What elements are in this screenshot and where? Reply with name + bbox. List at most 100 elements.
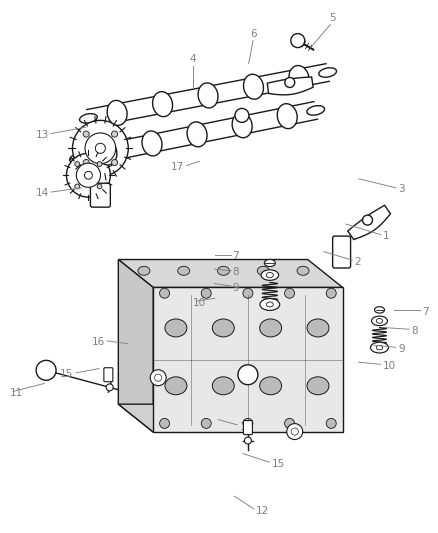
Text: 17: 17 (171, 161, 184, 172)
Ellipse shape (165, 377, 187, 395)
Circle shape (150, 370, 166, 386)
Text: 8: 8 (232, 267, 239, 277)
Circle shape (285, 77, 295, 87)
Ellipse shape (107, 100, 127, 125)
Ellipse shape (142, 131, 162, 156)
Polygon shape (348, 205, 390, 239)
Ellipse shape (83, 159, 89, 166)
Polygon shape (267, 77, 313, 95)
Ellipse shape (232, 113, 252, 138)
Ellipse shape (138, 266, 150, 275)
Ellipse shape (266, 302, 273, 307)
Ellipse shape (97, 161, 102, 166)
Ellipse shape (83, 131, 89, 137)
Ellipse shape (97, 184, 102, 189)
Ellipse shape (218, 266, 230, 275)
Text: 14: 14 (35, 188, 49, 198)
FancyBboxPatch shape (332, 236, 350, 268)
Circle shape (95, 143, 106, 154)
Ellipse shape (260, 319, 282, 337)
Ellipse shape (307, 319, 329, 337)
Text: 7: 7 (232, 251, 239, 261)
FancyBboxPatch shape (90, 183, 110, 207)
Circle shape (72, 120, 128, 176)
Ellipse shape (376, 345, 383, 350)
Ellipse shape (75, 184, 80, 189)
Circle shape (326, 418, 336, 429)
Text: 8: 8 (411, 326, 418, 336)
Text: 15: 15 (60, 369, 73, 379)
Circle shape (85, 133, 116, 164)
Ellipse shape (376, 318, 383, 323)
Ellipse shape (212, 319, 234, 337)
Text: 16: 16 (92, 337, 105, 347)
FancyBboxPatch shape (244, 421, 252, 434)
Circle shape (285, 418, 295, 429)
Circle shape (238, 365, 258, 385)
Ellipse shape (266, 272, 273, 278)
Polygon shape (118, 404, 343, 432)
Ellipse shape (371, 342, 389, 353)
Ellipse shape (261, 270, 279, 280)
Circle shape (67, 154, 110, 197)
Ellipse shape (307, 377, 329, 395)
Circle shape (326, 288, 336, 298)
Circle shape (235, 108, 249, 123)
Text: 9: 9 (398, 344, 405, 354)
Text: 1: 1 (383, 231, 389, 241)
Ellipse shape (80, 114, 97, 123)
Ellipse shape (187, 122, 207, 147)
Ellipse shape (257, 266, 269, 275)
Text: 7: 7 (422, 306, 429, 317)
Text: 9: 9 (232, 283, 239, 293)
Ellipse shape (212, 377, 234, 395)
Ellipse shape (289, 66, 309, 91)
Ellipse shape (265, 260, 276, 266)
Ellipse shape (277, 104, 297, 128)
Ellipse shape (178, 266, 190, 275)
Circle shape (201, 418, 211, 429)
Ellipse shape (70, 154, 87, 163)
Text: 4: 4 (190, 54, 196, 64)
Text: 12: 12 (256, 506, 269, 516)
Ellipse shape (374, 306, 385, 313)
Ellipse shape (371, 316, 388, 326)
Ellipse shape (198, 83, 218, 108)
Text: 2: 2 (354, 257, 361, 267)
Ellipse shape (152, 92, 173, 117)
FancyBboxPatch shape (104, 368, 113, 382)
Circle shape (85, 171, 92, 179)
Text: 5: 5 (329, 13, 336, 23)
Text: 13: 13 (35, 130, 49, 140)
Ellipse shape (244, 74, 264, 99)
Circle shape (285, 288, 295, 298)
Text: 10: 10 (383, 361, 396, 372)
Ellipse shape (260, 298, 280, 310)
Text: 15: 15 (272, 459, 285, 469)
Ellipse shape (75, 161, 80, 166)
Text: 16: 16 (240, 422, 253, 432)
Polygon shape (118, 260, 343, 287)
Ellipse shape (97, 140, 117, 165)
Ellipse shape (165, 319, 187, 337)
Text: 3: 3 (398, 184, 405, 195)
Ellipse shape (307, 106, 325, 115)
Circle shape (291, 34, 305, 47)
Circle shape (36, 360, 56, 380)
Ellipse shape (297, 266, 309, 275)
Circle shape (159, 288, 170, 298)
Circle shape (243, 288, 253, 298)
Ellipse shape (319, 68, 336, 77)
Polygon shape (118, 260, 153, 432)
Circle shape (106, 384, 113, 391)
Circle shape (76, 163, 100, 187)
Ellipse shape (112, 159, 118, 166)
Text: 6: 6 (251, 29, 257, 39)
Circle shape (291, 428, 298, 435)
Circle shape (244, 437, 251, 444)
Circle shape (363, 215, 372, 225)
Circle shape (159, 418, 170, 429)
Circle shape (243, 418, 253, 429)
Polygon shape (153, 287, 343, 432)
Circle shape (201, 288, 211, 298)
